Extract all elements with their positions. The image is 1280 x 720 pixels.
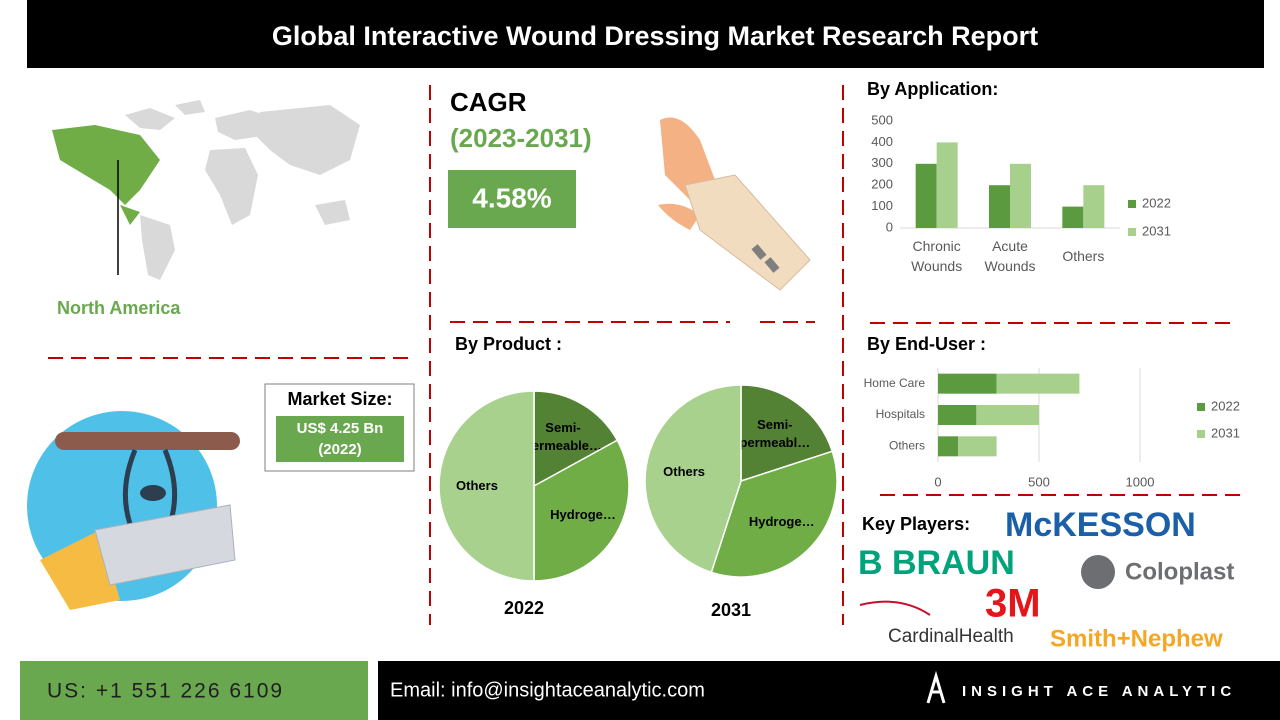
y-tick-label: 0 — [886, 219, 893, 234]
footer-email: Email: info@insightaceanalytic.com — [390, 679, 705, 701]
logo-bbraun: B BRAUN — [858, 544, 1015, 582]
y-tick-label: 300 — [871, 155, 893, 170]
application-title: By Application: — [867, 79, 998, 99]
footer-email-box — [378, 661, 1280, 720]
slice-label: Semi-permeabl… — [739, 417, 811, 451]
hand-illustration — [658, 117, 811, 291]
bar — [1010, 163, 1031, 228]
pie-slice — [644, 384, 742, 574]
pie-slice — [740, 384, 834, 483]
cagr-label: CAGR — [450, 87, 527, 117]
slice-label-box: Others — [456, 478, 498, 493]
slice-label-box: Others — [663, 463, 706, 479]
market-size-box — [276, 416, 404, 462]
cagr-period: (2023-2031) — [450, 123, 592, 153]
logo-coloplast: Coloplast — [1125, 558, 1234, 585]
slice-label: Hydroge… — [550, 507, 616, 522]
bar — [938, 373, 997, 394]
pie-slice — [438, 390, 535, 582]
legend-swatch — [1197, 403, 1205, 411]
bar — [1062, 206, 1084, 228]
legend-swatch — [1128, 200, 1136, 208]
y-tick-label: 400 — [871, 134, 893, 149]
region-label: North America — [57, 298, 181, 318]
market-size-year: (2022) — [318, 441, 361, 458]
bar — [996, 373, 1080, 394]
x-tick-label: Chronic Wounds — [911, 238, 963, 274]
slice-label-box: Semi-permeabl… — [739, 417, 811, 451]
slice-label-box: Hydroge… — [550, 507, 616, 522]
slice-label: Hydroge… — [748, 513, 815, 529]
legend-label: 2022 — [1211, 398, 1240, 413]
x-tick-label: Others — [1062, 248, 1105, 264]
dividers — [48, 85, 1245, 625]
product-title: By Product : — [455, 334, 562, 354]
logo-3m: 3M — [985, 582, 1041, 626]
x-tick-label: 500 — [1028, 474, 1050, 489]
legend-swatch — [1197, 430, 1205, 438]
x-tick-label-box: Others — [1062, 248, 1105, 264]
bar — [936, 142, 958, 228]
slice-label-box: Hydroge… — [748, 513, 815, 529]
legend-swatch — [1128, 228, 1136, 236]
cagr-box — [448, 170, 576, 228]
y-tick-label: 200 — [871, 177, 893, 192]
bar — [938, 436, 959, 457]
y-tick-label: 100 — [871, 198, 893, 213]
logo-cardinal-icon — [859, 600, 931, 616]
bar — [976, 405, 1039, 425]
market-size-label: Market Size: — [287, 389, 392, 409]
pie-slice — [710, 450, 838, 578]
x-tick-label-box: Chronic Wounds — [911, 238, 963, 274]
world-map — [52, 100, 360, 280]
legend-label: 2031 — [1142, 223, 1171, 238]
slice-label: Others — [456, 478, 498, 493]
end-user-title: By End-User : — [867, 334, 986, 354]
y-tick-label: Others — [889, 439, 925, 453]
x-tick-label: Acute Wounds — [984, 238, 1036, 274]
y-tick-label: Hospitals — [876, 407, 925, 421]
x-tick-label: 0 — [934, 474, 941, 489]
logo-smith-nephew: Smith+Nephew — [1050, 625, 1223, 652]
key-players-label: Key Players: — [862, 514, 970, 534]
y-tick-label: 500 — [871, 112, 893, 127]
footer-phone-box — [20, 661, 368, 720]
footer-phone: US: +1 551 226 6109 — [47, 680, 284, 703]
slice-label: Semi-permeable… — [523, 419, 603, 453]
y-tick-label: Home Care — [864, 376, 926, 390]
page-title: Global Interactive Wound Dressing Market… — [272, 21, 1038, 51]
brand-icon — [926, 670, 946, 704]
arm-illustration — [27, 411, 240, 610]
pie-slice — [533, 439, 630, 582]
bar — [989, 185, 1010, 228]
pie-label: 2031 — [711, 600, 751, 620]
bar — [938, 405, 977, 425]
pie-label: 2022 — [504, 598, 544, 618]
x-tick-label: 1000 — [1126, 474, 1155, 489]
logo-mckesson: McKESSON — [1005, 506, 1196, 544]
bar — [958, 436, 997, 457]
pie-slice — [533, 390, 619, 488]
x-tick-label-box: Acute Wounds — [984, 238, 1036, 274]
logo-cardinal: CardinalHealth — [888, 626, 1014, 647]
bar — [1083, 185, 1105, 228]
slice-label: Others — [663, 463, 706, 479]
footer-brand: INSIGHT ACE ANALYTIC — [962, 683, 1236, 700]
bar — [915, 163, 937, 228]
legend-label: 2022 — [1142, 195, 1171, 210]
header-bar — [27, 0, 1264, 68]
legend-label: 2031 — [1211, 425, 1240, 440]
cagr-value: 4.58% — [472, 182, 551, 213]
slice-label-box: Semi-permeable… — [523, 419, 603, 453]
market-size-value: US$ 4.25 Bn — [297, 420, 384, 437]
logo-coloplast-icon — [1081, 555, 1115, 589]
